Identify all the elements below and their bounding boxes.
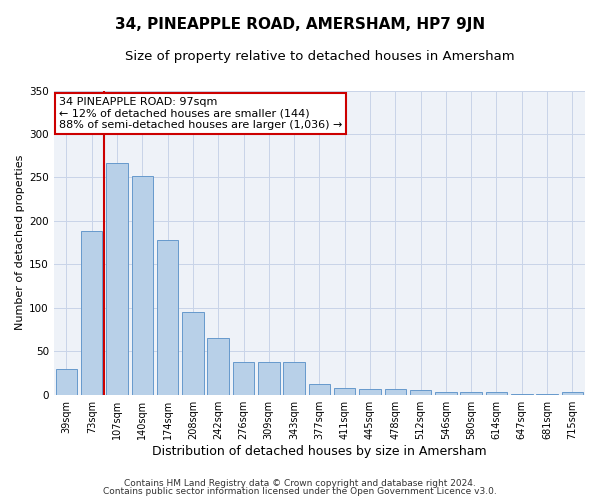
Y-axis label: Number of detached properties: Number of detached properties xyxy=(15,155,25,330)
Bar xyxy=(233,362,254,394)
Bar xyxy=(460,392,482,394)
Bar xyxy=(308,384,330,394)
Bar xyxy=(385,388,406,394)
Text: Contains HM Land Registry data © Crown copyright and database right 2024.: Contains HM Land Registry data © Crown c… xyxy=(124,478,476,488)
Bar xyxy=(208,338,229,394)
Bar xyxy=(106,162,128,394)
Text: 34 PINEAPPLE ROAD: 97sqm
← 12% of detached houses are smaller (144)
88% of semi-: 34 PINEAPPLE ROAD: 97sqm ← 12% of detach… xyxy=(59,96,343,130)
Bar xyxy=(182,312,203,394)
Bar xyxy=(56,368,77,394)
Text: Contains public sector information licensed under the Open Government Licence v3: Contains public sector information licen… xyxy=(103,487,497,496)
Bar xyxy=(81,232,103,394)
Title: Size of property relative to detached houses in Amersham: Size of property relative to detached ho… xyxy=(125,50,514,63)
Bar xyxy=(486,392,507,394)
Bar xyxy=(435,392,457,394)
Bar xyxy=(410,390,431,394)
Bar xyxy=(157,240,178,394)
X-axis label: Distribution of detached houses by size in Amersham: Distribution of detached houses by size … xyxy=(152,444,487,458)
Bar xyxy=(283,362,305,394)
Text: 34, PINEAPPLE ROAD, AMERSHAM, HP7 9JN: 34, PINEAPPLE ROAD, AMERSHAM, HP7 9JN xyxy=(115,18,485,32)
Bar xyxy=(334,388,355,394)
Bar xyxy=(258,362,280,394)
Bar xyxy=(131,176,153,394)
Bar xyxy=(359,388,381,394)
Bar xyxy=(562,392,583,394)
